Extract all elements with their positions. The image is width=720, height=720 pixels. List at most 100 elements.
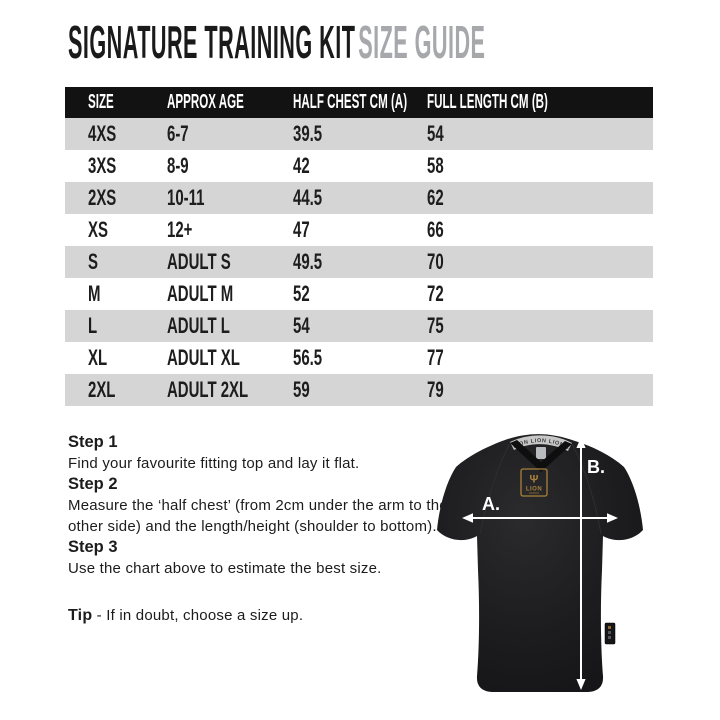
step-3-heading: Step 3 [68,538,118,556]
cell-length: 79 [427,374,653,406]
raglan-seam-right [571,443,602,535]
table-header-row: SIZE APPROX AGE HALF CHEST CM (A) FULL L… [65,87,653,118]
col-header-length: FULL LENGTH CM (B) [427,87,653,118]
col-header-age: APPROX AGE [167,87,293,118]
cell-size: 4XS [65,118,167,150]
cell-age: ADULT S [167,246,293,278]
cell-age: ADULT 2XL [167,374,293,406]
size-table: SIZE APPROX AGE HALF CHEST CM (A) FULL L… [65,87,653,406]
cell-text: 72 [427,281,444,306]
cell-text: 39.5 [293,121,323,146]
cell-text: 49.5 [293,249,323,274]
tip-body: - If in doubt, choose a size up. [92,607,304,624]
measurement-arrow-a [462,513,618,523]
col-header-size: SIZE [65,87,167,118]
cell-chest: 54 [293,310,427,342]
cell-chest: 52 [293,278,427,310]
step-1-heading: Step 1 [68,433,118,451]
cell-text: 12+ [167,217,193,242]
cell-chest: 56.5 [293,342,427,374]
cell-text: ADULT M [167,281,234,306]
cell-size: 2XL [65,374,167,406]
cell-chest: 39.5 [293,118,427,150]
table-row: M ADULT M 52 72 [65,278,653,310]
page-title: SIGNATURE TRAINING KITSIZE GUIDE [68,19,720,65]
cell-text: 58 [427,153,444,178]
measurement-arrow-b [576,437,586,690]
tip-label: Tip [68,607,93,624]
cell-text: M [88,281,101,306]
raglan-seam-left [479,442,511,535]
cell-age: ADULT L [167,310,293,342]
lion-mark-icon: Ψ [530,474,539,486]
cell-text: ADULT 2XL [167,377,249,402]
col-header-chest-label: HALF CHEST CM (A) [293,91,408,113]
cell-size: XS [65,214,167,246]
col-header-length-label: FULL LENGTH CM (B) [427,91,548,113]
cell-text: 3XS [88,153,117,178]
cell-text: XL [88,345,108,370]
cell-text: L [88,313,98,338]
cell-age: 12+ [167,214,293,246]
instructions: Step 1 Find your favourite fitting top a… [68,432,460,626]
cell-text: 42 [293,153,310,178]
tip-note: Tip - If in doubt, choose a size up. [68,605,460,626]
cell-length: 70 [427,246,653,278]
cell-chest: 42 [293,150,427,182]
cell-text: 77 [427,345,444,370]
cell-length: 62 [427,182,653,214]
cell-length: 75 [427,310,653,342]
cell-age: ADULT M [167,278,293,310]
cell-text: 52 [293,281,310,306]
cell-text: 8-9 [167,153,189,178]
tshirt-body [437,434,643,692]
collar-tape [510,435,572,451]
cell-chest: 59 [293,374,427,406]
cell-text: 54 [293,313,310,338]
step-1-body: Find your favourite fitting top and lay … [68,455,360,472]
cell-size: 2XS [65,182,167,214]
cell-text: ADULT XL [167,345,240,370]
cell-length: 54 [427,118,653,150]
cell-text: 70 [427,249,444,274]
step-3-body: Use the chart above to estimate the best… [68,560,382,577]
cell-size: XL [65,342,167,374]
tshirt-diagram: LION LION LION LION Ψ LION A. [430,420,643,692]
table-row: XL ADULT XL 56.5 77 [65,342,653,374]
table-row: XS 12+ 47 66 [65,214,653,246]
cell-length: 72 [427,278,653,310]
cell-age: 8-9 [167,150,293,182]
title-main: SIGNATURE TRAINING KIT [68,16,356,68]
cell-text: 59 [293,377,310,402]
col-header-chest: HALF CHEST CM (A) [293,87,427,118]
table-row: 2XS 10-11 44.5 62 [65,182,653,214]
cell-chest: 49.5 [293,246,427,278]
side-tag [604,622,616,645]
cell-text: 79 [427,377,444,402]
title-accent: SIZE GUIDE [358,16,486,68]
cell-age: ADULT XL [167,342,293,374]
cell-text: 62 [427,185,444,210]
table-row: 4XS 6-7 39.5 54 [65,118,653,150]
cell-length: 58 [427,150,653,182]
cell-text: S [88,249,98,274]
cell-text: 54 [427,121,444,146]
label-b: B. [587,457,605,477]
neck-label [536,447,546,459]
cell-text: 47 [293,217,310,242]
cell-text: ADULT S [167,249,231,274]
table-row: L ADULT L 54 75 [65,310,653,342]
cell-text: 10-11 [167,185,205,210]
cell-text: XS [88,217,108,242]
cell-size: S [65,246,167,278]
cell-text: 75 [427,313,444,338]
col-header-age-label: APPROX AGE [167,91,244,113]
cell-text: 4XS [88,121,117,146]
cell-text: 44.5 [293,185,323,210]
label-a: A. [482,494,500,514]
cell-size: M [65,278,167,310]
table-row: S ADULT S 49.5 70 [65,246,653,278]
cell-age: 6-7 [167,118,293,150]
cell-text: 56.5 [293,345,323,370]
